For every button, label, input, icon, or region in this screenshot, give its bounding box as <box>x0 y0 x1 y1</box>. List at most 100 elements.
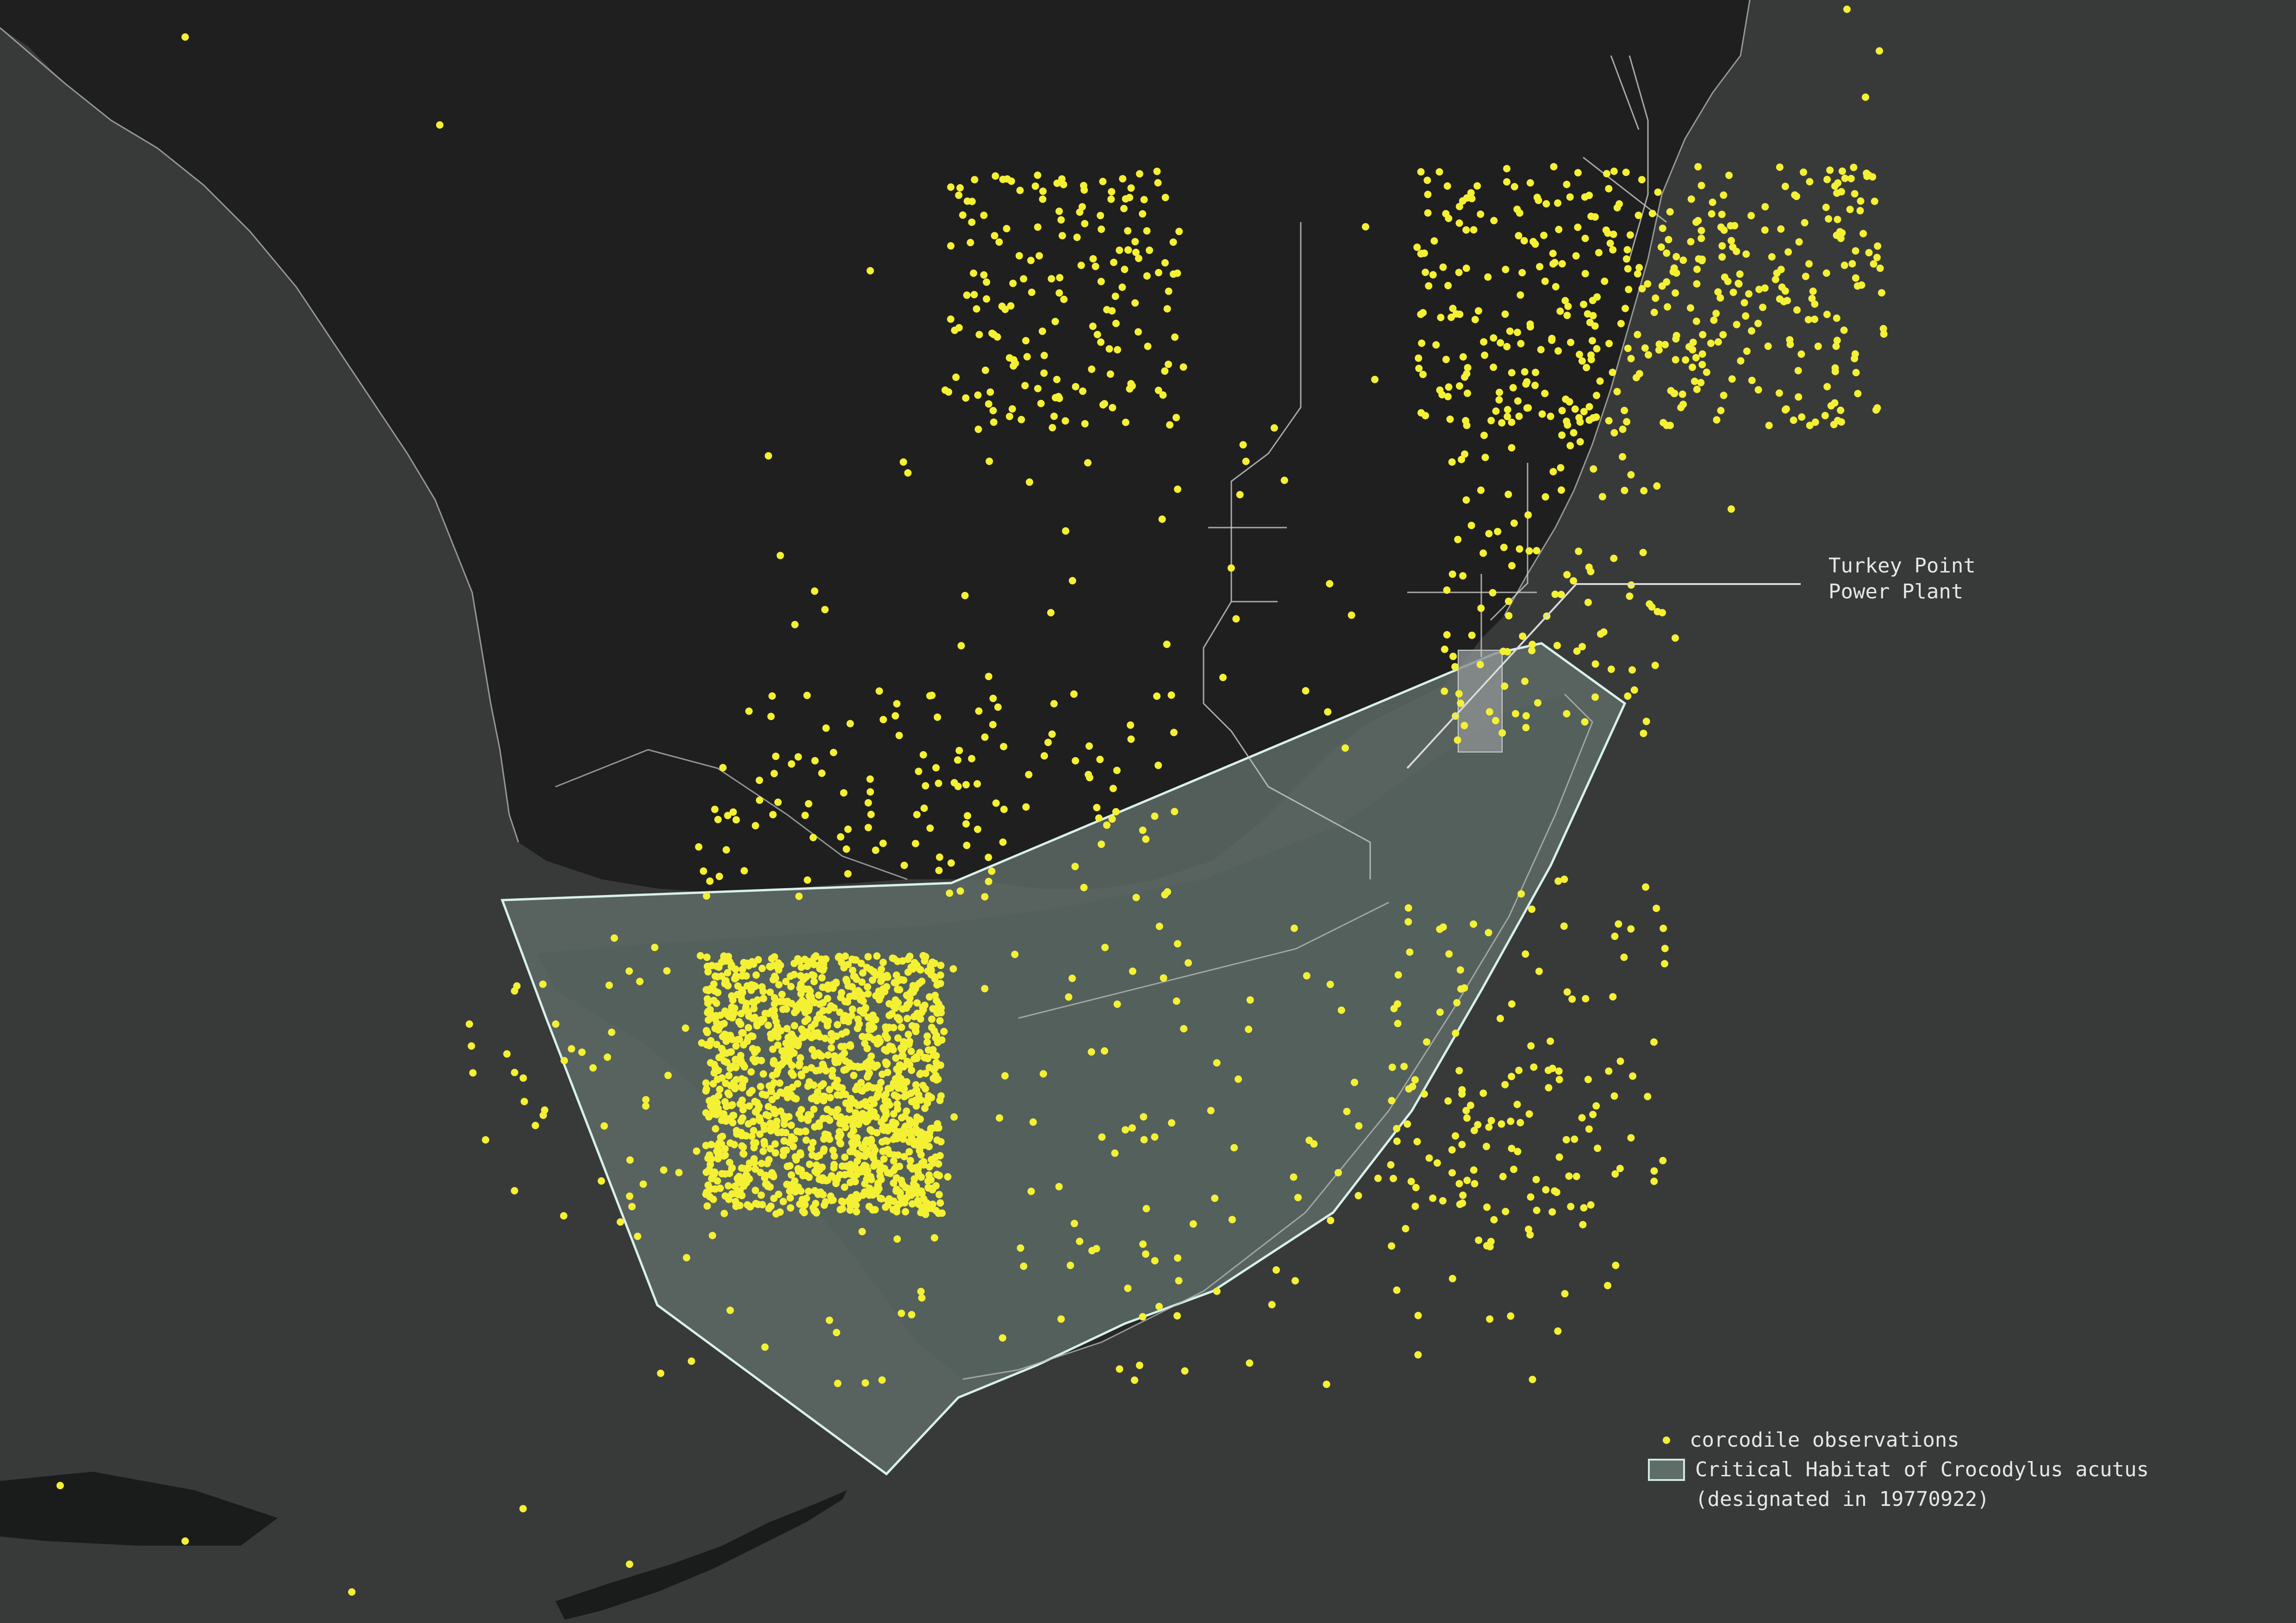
observation-dot <box>681 1024 689 1032</box>
observation-dot <box>751 1187 759 1194</box>
observation-dot <box>711 805 719 813</box>
observation-dot <box>1833 189 1841 197</box>
observation-dot <box>975 707 983 715</box>
observation-dot <box>1127 735 1135 743</box>
observation-dot <box>725 1072 733 1080</box>
observation-dot <box>757 1191 765 1199</box>
observation-dot <box>1092 1245 1100 1253</box>
observation-dot <box>1055 207 1063 215</box>
observation-dot <box>850 972 858 980</box>
observation-dot <box>436 121 443 129</box>
observation-dot <box>1447 313 1455 321</box>
turkey-point-label-line2: Power Plant <box>1828 580 1964 603</box>
observation-dot <box>1793 306 1801 314</box>
observation-dot <box>893 1163 901 1171</box>
observation-dot <box>840 1090 848 1098</box>
observation-dot <box>806 987 814 995</box>
observation-dot <box>721 1145 729 1153</box>
observation-dot <box>1070 690 1078 698</box>
observation-dot <box>657 1369 665 1377</box>
observation-dot <box>1672 356 1679 364</box>
observation-dot <box>1857 197 1865 205</box>
observation-dot <box>1809 287 1817 295</box>
observation-dot <box>893 1065 901 1073</box>
observation-dot <box>924 1184 932 1192</box>
observation-dot <box>1761 203 1769 211</box>
observation-dot <box>816 965 824 973</box>
observation-dot <box>1394 1020 1402 1027</box>
observation-dot <box>1414 1312 1422 1319</box>
observation-dot <box>874 1090 882 1098</box>
observation-dot <box>1620 953 1628 961</box>
observation-dot <box>857 1079 865 1087</box>
observation-dot <box>1086 742 1093 750</box>
observation-dot <box>1459 197 1466 205</box>
observation-dot <box>1093 804 1101 811</box>
observation-dot <box>732 1076 740 1083</box>
observation-dot <box>844 870 852 878</box>
observation-dot <box>808 1046 816 1054</box>
observation-dot <box>1118 283 1126 291</box>
observation-dot <box>1776 295 1784 303</box>
observation-dot <box>1876 47 1883 55</box>
observation-dot <box>1463 1176 1471 1184</box>
observation-dot <box>552 1020 560 1028</box>
observation-dot <box>833 1329 841 1337</box>
observation-dot <box>1417 311 1425 318</box>
mainland-landmass <box>0 0 1750 893</box>
observation-dot <box>1185 959 1192 967</box>
observation-dot <box>762 1091 770 1099</box>
observation-dot <box>903 1107 911 1115</box>
observation-dot <box>1563 710 1571 718</box>
observation-dot <box>905 1148 913 1156</box>
observation-dot <box>1699 331 1707 339</box>
observation-dot <box>902 1183 910 1191</box>
observation-dot <box>797 980 805 988</box>
observation-dot <box>468 1042 475 1050</box>
observation-dot <box>893 1235 901 1243</box>
observation-dot <box>830 1152 838 1160</box>
observation-dot <box>1659 224 1666 232</box>
observation-dot <box>1720 191 1728 199</box>
observation-dot <box>738 986 746 994</box>
observation-dot <box>815 991 823 999</box>
observation-dot <box>858 1228 866 1236</box>
observation-dot <box>1826 166 1834 174</box>
observation-dot <box>626 1192 634 1200</box>
observation-dot <box>1836 228 1844 236</box>
observation-dot <box>1532 1175 1540 1183</box>
observation-dot <box>626 1561 633 1568</box>
observation-dot <box>801 1008 809 1016</box>
observation-dot <box>704 999 712 1007</box>
observation-dot <box>1068 975 1076 982</box>
observation-dot <box>933 997 940 1004</box>
observation-dot <box>1568 995 1576 1003</box>
observation-dot <box>1625 286 1633 293</box>
observation-dot <box>899 1086 907 1093</box>
observation-dot <box>719 764 727 771</box>
observation-dot <box>707 1141 715 1149</box>
observation-dot <box>904 968 912 976</box>
observation-dot <box>827 1030 835 1038</box>
observation-dot <box>1483 1143 1491 1150</box>
observation-dot <box>1639 548 1647 556</box>
observation-dot <box>964 812 971 820</box>
observation-dot <box>822 1198 830 1206</box>
observation-dot <box>883 1047 891 1055</box>
observation-dot <box>922 1085 930 1093</box>
observation-dot <box>1219 673 1227 681</box>
observation-dot <box>994 703 1002 711</box>
observation-dot <box>710 1069 718 1077</box>
observation-dot <box>1087 1048 1095 1056</box>
observation-dot <box>1562 1136 1570 1144</box>
observation-dot <box>907 1047 915 1055</box>
observation-dot <box>1424 191 1432 199</box>
observation-dot <box>750 960 757 968</box>
observation-dot <box>1474 1121 1482 1129</box>
observation-dot <box>1527 1193 1535 1201</box>
observation-dot <box>1648 210 1656 218</box>
observation-dot <box>1562 395 1570 403</box>
observation-dot <box>1554 1327 1562 1335</box>
observation-dot <box>906 1157 914 1164</box>
observation-dot <box>926 1129 934 1137</box>
